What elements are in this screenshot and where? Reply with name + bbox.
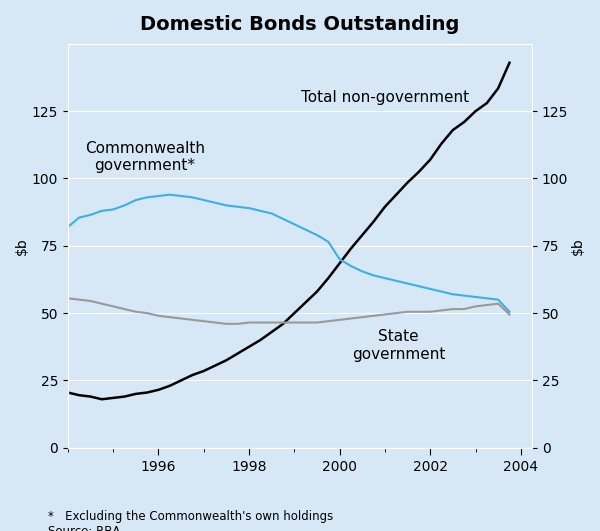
Title: Domestic Bonds Outstanding: Domestic Bonds Outstanding	[140, 15, 460, 34]
Text: *   Excluding the Commonwealth's own holdings
Source: RBA: * Excluding the Commonwealth's own holdi…	[48, 510, 333, 531]
Text: Total non-government: Total non-government	[301, 90, 469, 105]
Text: Commonwealth
government*: Commonwealth government*	[85, 141, 205, 173]
Text: State
government: State government	[352, 329, 445, 362]
Y-axis label: $b: $b	[571, 237, 585, 255]
Y-axis label: $b: $b	[15, 237, 29, 255]
